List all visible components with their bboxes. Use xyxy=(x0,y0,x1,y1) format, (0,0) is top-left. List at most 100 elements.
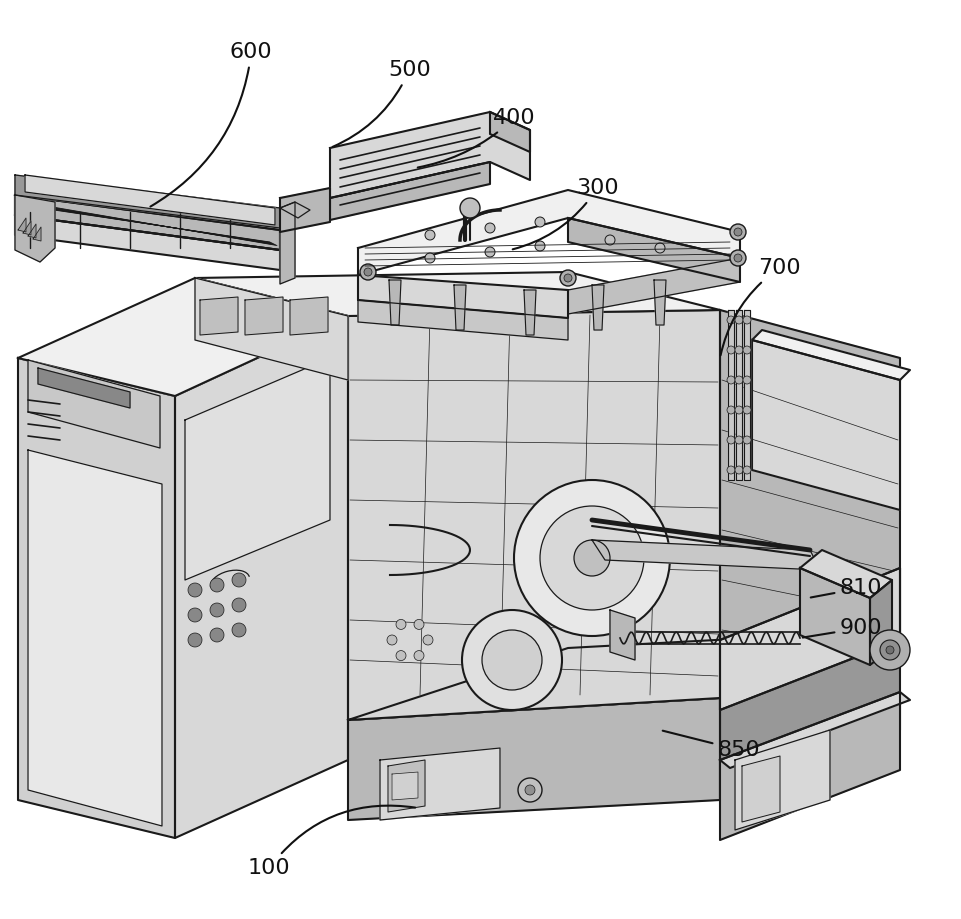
Polygon shape xyxy=(18,278,348,396)
Polygon shape xyxy=(653,280,665,325)
Polygon shape xyxy=(357,190,739,275)
Polygon shape xyxy=(330,162,489,220)
Circle shape xyxy=(484,223,495,233)
Polygon shape xyxy=(567,258,739,314)
Circle shape xyxy=(413,619,424,630)
Circle shape xyxy=(734,436,742,444)
Circle shape xyxy=(604,235,614,245)
Circle shape xyxy=(187,608,202,622)
Circle shape xyxy=(742,376,751,384)
Polygon shape xyxy=(524,290,535,335)
Polygon shape xyxy=(28,360,160,448)
Polygon shape xyxy=(357,300,567,340)
Polygon shape xyxy=(719,692,909,768)
Circle shape xyxy=(425,253,434,263)
Polygon shape xyxy=(454,285,465,330)
Circle shape xyxy=(481,630,541,690)
Polygon shape xyxy=(727,310,733,480)
Circle shape xyxy=(363,268,372,276)
Polygon shape xyxy=(18,358,175,838)
Polygon shape xyxy=(752,330,909,380)
Polygon shape xyxy=(15,195,280,250)
Text: 400: 400 xyxy=(417,108,535,167)
Polygon shape xyxy=(719,568,899,710)
Polygon shape xyxy=(591,540,819,570)
Circle shape xyxy=(459,198,480,218)
Polygon shape xyxy=(245,297,283,335)
Polygon shape xyxy=(719,692,899,840)
Polygon shape xyxy=(28,224,36,238)
Circle shape xyxy=(742,466,751,474)
Circle shape xyxy=(727,376,734,384)
Polygon shape xyxy=(200,297,237,335)
Circle shape xyxy=(734,376,742,384)
Polygon shape xyxy=(743,310,750,480)
Circle shape xyxy=(539,506,643,610)
Polygon shape xyxy=(185,358,330,580)
Circle shape xyxy=(534,241,545,251)
Circle shape xyxy=(232,573,246,587)
Polygon shape xyxy=(609,610,634,660)
Polygon shape xyxy=(489,112,530,152)
Circle shape xyxy=(386,635,397,645)
Text: 500: 500 xyxy=(333,60,431,147)
Circle shape xyxy=(525,785,534,795)
Polygon shape xyxy=(734,730,829,830)
Polygon shape xyxy=(15,175,280,228)
Polygon shape xyxy=(735,310,741,480)
Circle shape xyxy=(574,540,609,576)
Circle shape xyxy=(734,346,742,354)
Polygon shape xyxy=(330,112,530,198)
Polygon shape xyxy=(38,368,130,408)
Polygon shape xyxy=(15,215,280,270)
Text: 600: 600 xyxy=(150,42,272,207)
Polygon shape xyxy=(800,550,891,598)
Circle shape xyxy=(559,270,576,286)
Polygon shape xyxy=(357,275,567,318)
Circle shape xyxy=(729,224,745,240)
Circle shape xyxy=(727,316,734,324)
Circle shape xyxy=(734,466,742,474)
Circle shape xyxy=(742,316,751,324)
Circle shape xyxy=(742,346,751,354)
Circle shape xyxy=(869,630,909,670)
Polygon shape xyxy=(25,175,275,225)
Circle shape xyxy=(187,633,202,647)
Polygon shape xyxy=(719,630,899,800)
Circle shape xyxy=(413,651,424,661)
Polygon shape xyxy=(280,202,295,284)
Circle shape xyxy=(396,619,406,630)
Circle shape xyxy=(209,628,224,642)
Text: 100: 100 xyxy=(248,806,415,878)
Circle shape xyxy=(654,243,664,253)
Circle shape xyxy=(209,578,224,592)
Polygon shape xyxy=(391,772,418,800)
Circle shape xyxy=(396,651,406,661)
Circle shape xyxy=(733,254,741,262)
Polygon shape xyxy=(33,227,41,241)
Polygon shape xyxy=(289,297,328,335)
Polygon shape xyxy=(388,280,401,325)
Circle shape xyxy=(423,635,432,645)
Polygon shape xyxy=(23,221,31,235)
Polygon shape xyxy=(28,450,161,826)
Circle shape xyxy=(563,274,572,282)
Polygon shape xyxy=(280,202,309,218)
Circle shape xyxy=(232,623,246,637)
Circle shape xyxy=(461,610,561,710)
Circle shape xyxy=(729,250,745,266)
Polygon shape xyxy=(348,698,719,820)
Circle shape xyxy=(232,598,246,612)
Polygon shape xyxy=(280,188,330,232)
Text: 700: 700 xyxy=(720,258,800,356)
Polygon shape xyxy=(719,568,899,710)
Polygon shape xyxy=(15,195,55,262)
Circle shape xyxy=(727,346,734,354)
Circle shape xyxy=(727,406,734,414)
Polygon shape xyxy=(348,630,899,720)
Circle shape xyxy=(359,264,376,280)
Circle shape xyxy=(209,603,224,617)
Text: 300: 300 xyxy=(512,178,618,249)
Polygon shape xyxy=(719,310,899,698)
Circle shape xyxy=(534,217,545,227)
